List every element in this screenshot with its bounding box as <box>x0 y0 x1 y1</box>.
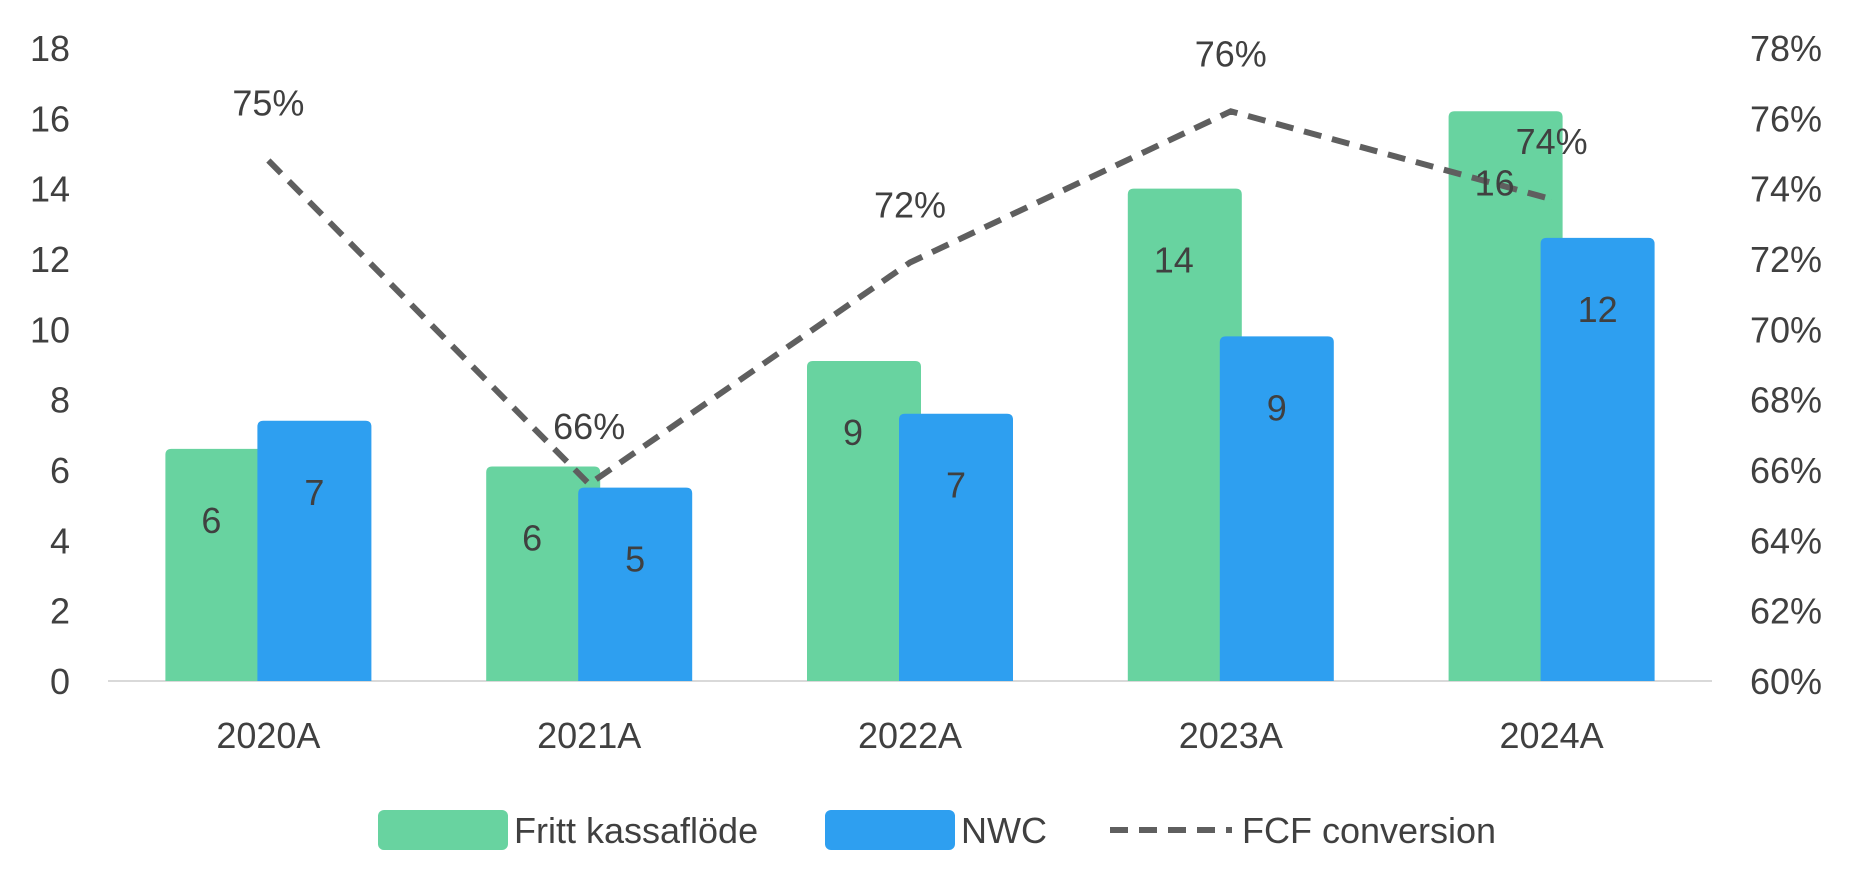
fcf-conversion-line <box>266 108 1553 488</box>
left-y-tick-label: 12 <box>30 239 70 280</box>
data-label-nwc: 5 <box>625 539 645 580</box>
bar-fritt-kassaflode-2023a <box>1127 188 1242 681</box>
left-y-tick-label: 16 <box>30 98 70 139</box>
right-y-tick-label: 78% <box>1750 28 1822 69</box>
right-y-tick-label: 66% <box>1750 450 1822 491</box>
right-y-tick-label: 68% <box>1750 380 1822 421</box>
left-y-axis: 0 2 4 6 8 10 12 14 16 18 <box>30 28 70 702</box>
data-label-nwc: 9 <box>1267 387 1287 428</box>
bar-fritt-kassaflode-2024a <box>1448 111 1563 682</box>
left-y-tick-label: 4 <box>50 520 70 561</box>
left-y-tick-label: 6 <box>50 450 70 491</box>
bar-nwc-2020a <box>257 420 372 681</box>
legend: Fritt kassaflöde NWC FCF conversion <box>378 810 1496 851</box>
right-y-tick-label: 76% <box>1750 98 1822 139</box>
data-label-nwc: 12 <box>1578 289 1618 330</box>
data-label-fritt-kassaflode: 14 <box>1154 240 1194 281</box>
x-tick-label: 2022A <box>858 715 962 756</box>
x-axis-labels: 2020A 2021A 2022A 2023A 2024A <box>216 715 1603 756</box>
right-y-tick-label: 72% <box>1750 239 1822 280</box>
data-label-fcf-conversion: 74% <box>1516 121 1588 162</box>
bar-nwc-2021a <box>578 487 693 681</box>
data-label-nwc: 7 <box>946 465 966 506</box>
data-label-fcf-conversion: 76% <box>1195 33 1267 74</box>
data-label-fritt-kassaflode: 6 <box>201 500 221 541</box>
data-label-fritt-kassaflode: 6 <box>522 517 542 558</box>
data-label-fritt-kassaflode: 16 <box>1475 162 1515 203</box>
data-label-fcf-conversion: 75% <box>232 83 304 124</box>
bar-fritt-kassaflode-2020a <box>165 448 280 681</box>
bar-fritt-kassaflode-2022a <box>807 360 921 681</box>
bar-fritt-kassaflode-2021a <box>486 466 601 681</box>
left-y-tick-label: 14 <box>30 169 70 210</box>
left-y-tick-label: 10 <box>30 309 70 350</box>
data-label-fritt-kassaflode: 9 <box>843 412 863 453</box>
x-tick-label: 2023A <box>1179 715 1283 756</box>
right-y-tick-label: 62% <box>1750 591 1822 632</box>
right-y-tick-label: 64% <box>1750 520 1822 561</box>
left-y-tick-label: 18 <box>30 28 70 69</box>
legend-swatch-nwc <box>825 810 955 850</box>
x-tick-label: 2024A <box>1500 715 1604 756</box>
bar-nwc-2024a <box>1540 237 1655 681</box>
data-labels: 6 7 6 5 9 7 14 9 16 12 75% 66% 72% 76% 74% <box>201 33 1617 579</box>
data-label-fcf-conversion: 66% <box>553 406 625 447</box>
right-y-axis: 60% 62% 64% 66% 68% 70% 72% 74% 76% 78% <box>1750 28 1822 702</box>
legend-label-fritt-kassaflode: Fritt kassaflöde <box>514 810 758 851</box>
right-y-tick-label: 74% <box>1750 169 1822 210</box>
legend-label-fcf-conversion: FCF conversion <box>1242 810 1496 851</box>
bars <box>165 111 1655 682</box>
legend-swatch-fritt-kassaflode <box>378 810 508 850</box>
x-tick-label: 2021A <box>537 715 641 756</box>
data-label-fcf-conversion: 72% <box>874 185 946 226</box>
bar-nwc-2023a <box>1219 336 1334 681</box>
left-y-tick-label: 0 <box>50 661 70 702</box>
legend-label-nwc: NWC <box>961 810 1047 851</box>
data-label-nwc: 7 <box>304 472 324 513</box>
x-tick-label: 2020A <box>216 715 320 756</box>
left-y-tick-label: 2 <box>50 591 70 632</box>
right-y-tick-label: 70% <box>1750 309 1822 350</box>
right-y-tick-label: 60% <box>1750 661 1822 702</box>
bar-nwc-2022a <box>899 413 1013 681</box>
left-y-tick-label: 8 <box>50 380 70 421</box>
